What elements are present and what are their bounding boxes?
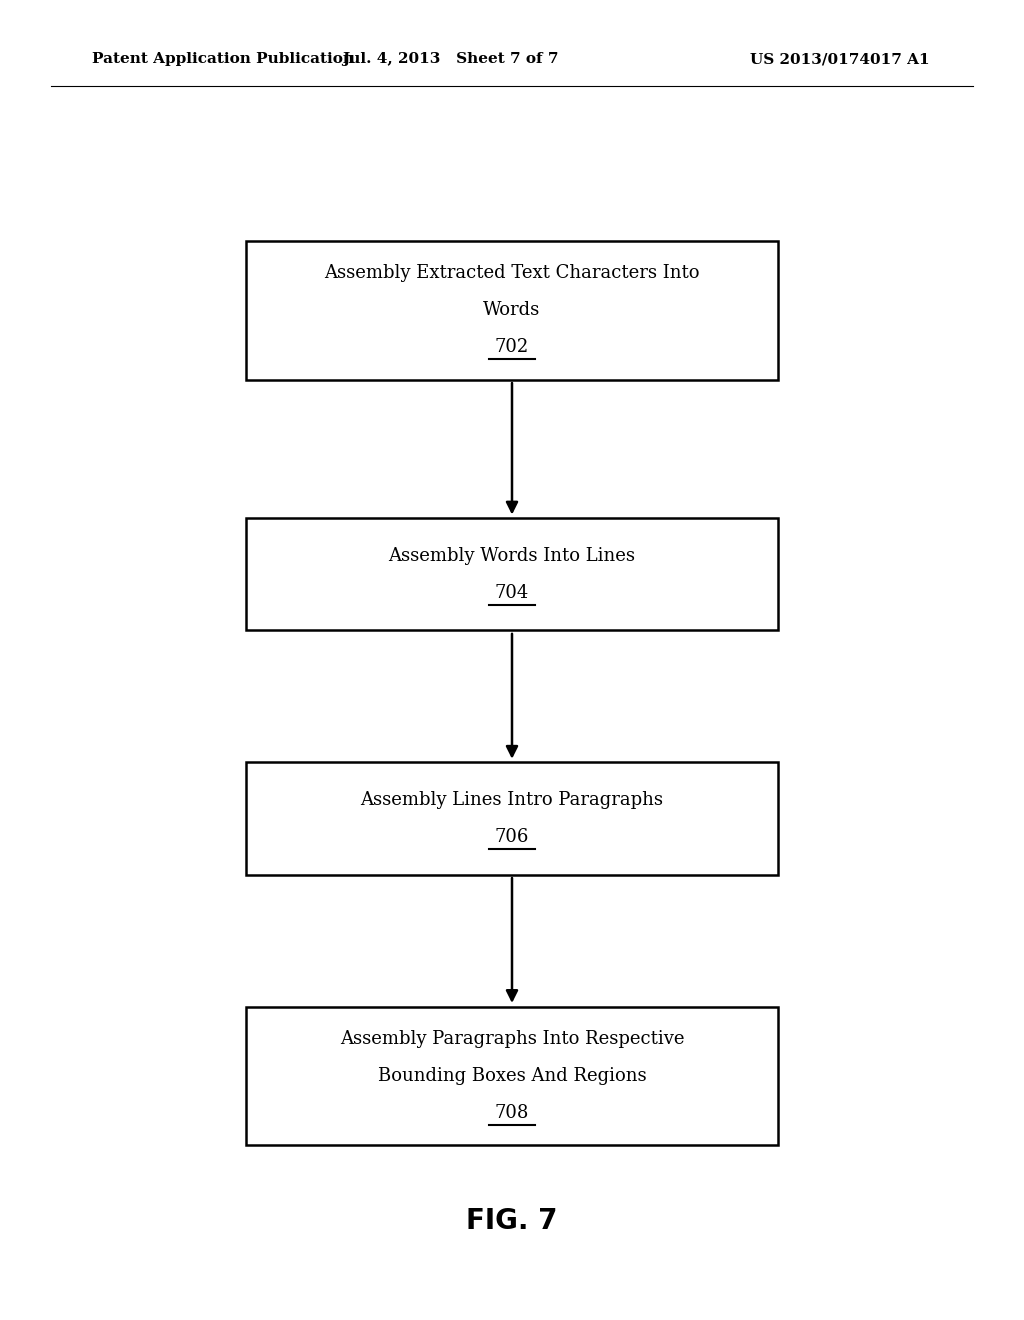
Text: FIG. 7: FIG. 7 xyxy=(466,1206,558,1236)
Text: Assembly Extracted Text Characters Into: Assembly Extracted Text Characters Into xyxy=(325,264,699,282)
Bar xyxy=(246,519,778,631)
Text: Patent Application Publication: Patent Application Publication xyxy=(92,53,354,66)
Text: 708: 708 xyxy=(495,1104,529,1122)
Text: Assembly Lines Intro Paragraphs: Assembly Lines Intro Paragraphs xyxy=(360,791,664,809)
Bar xyxy=(246,762,778,874)
Bar xyxy=(246,242,778,380)
Text: 706: 706 xyxy=(495,828,529,846)
Text: 704: 704 xyxy=(495,583,529,602)
Text: Assembly Words Into Lines: Assembly Words Into Lines xyxy=(388,546,636,565)
Text: Bounding Boxes And Regions: Bounding Boxes And Regions xyxy=(378,1067,646,1085)
Text: Assembly Paragraphs Into Respective: Assembly Paragraphs Into Respective xyxy=(340,1030,684,1048)
Text: US 2013/0174017 A1: US 2013/0174017 A1 xyxy=(750,53,930,66)
Text: Jul. 4, 2013   Sheet 7 of 7: Jul. 4, 2013 Sheet 7 of 7 xyxy=(342,53,559,66)
Text: 702: 702 xyxy=(495,338,529,356)
Bar xyxy=(246,1006,778,1144)
Text: Words: Words xyxy=(483,301,541,319)
